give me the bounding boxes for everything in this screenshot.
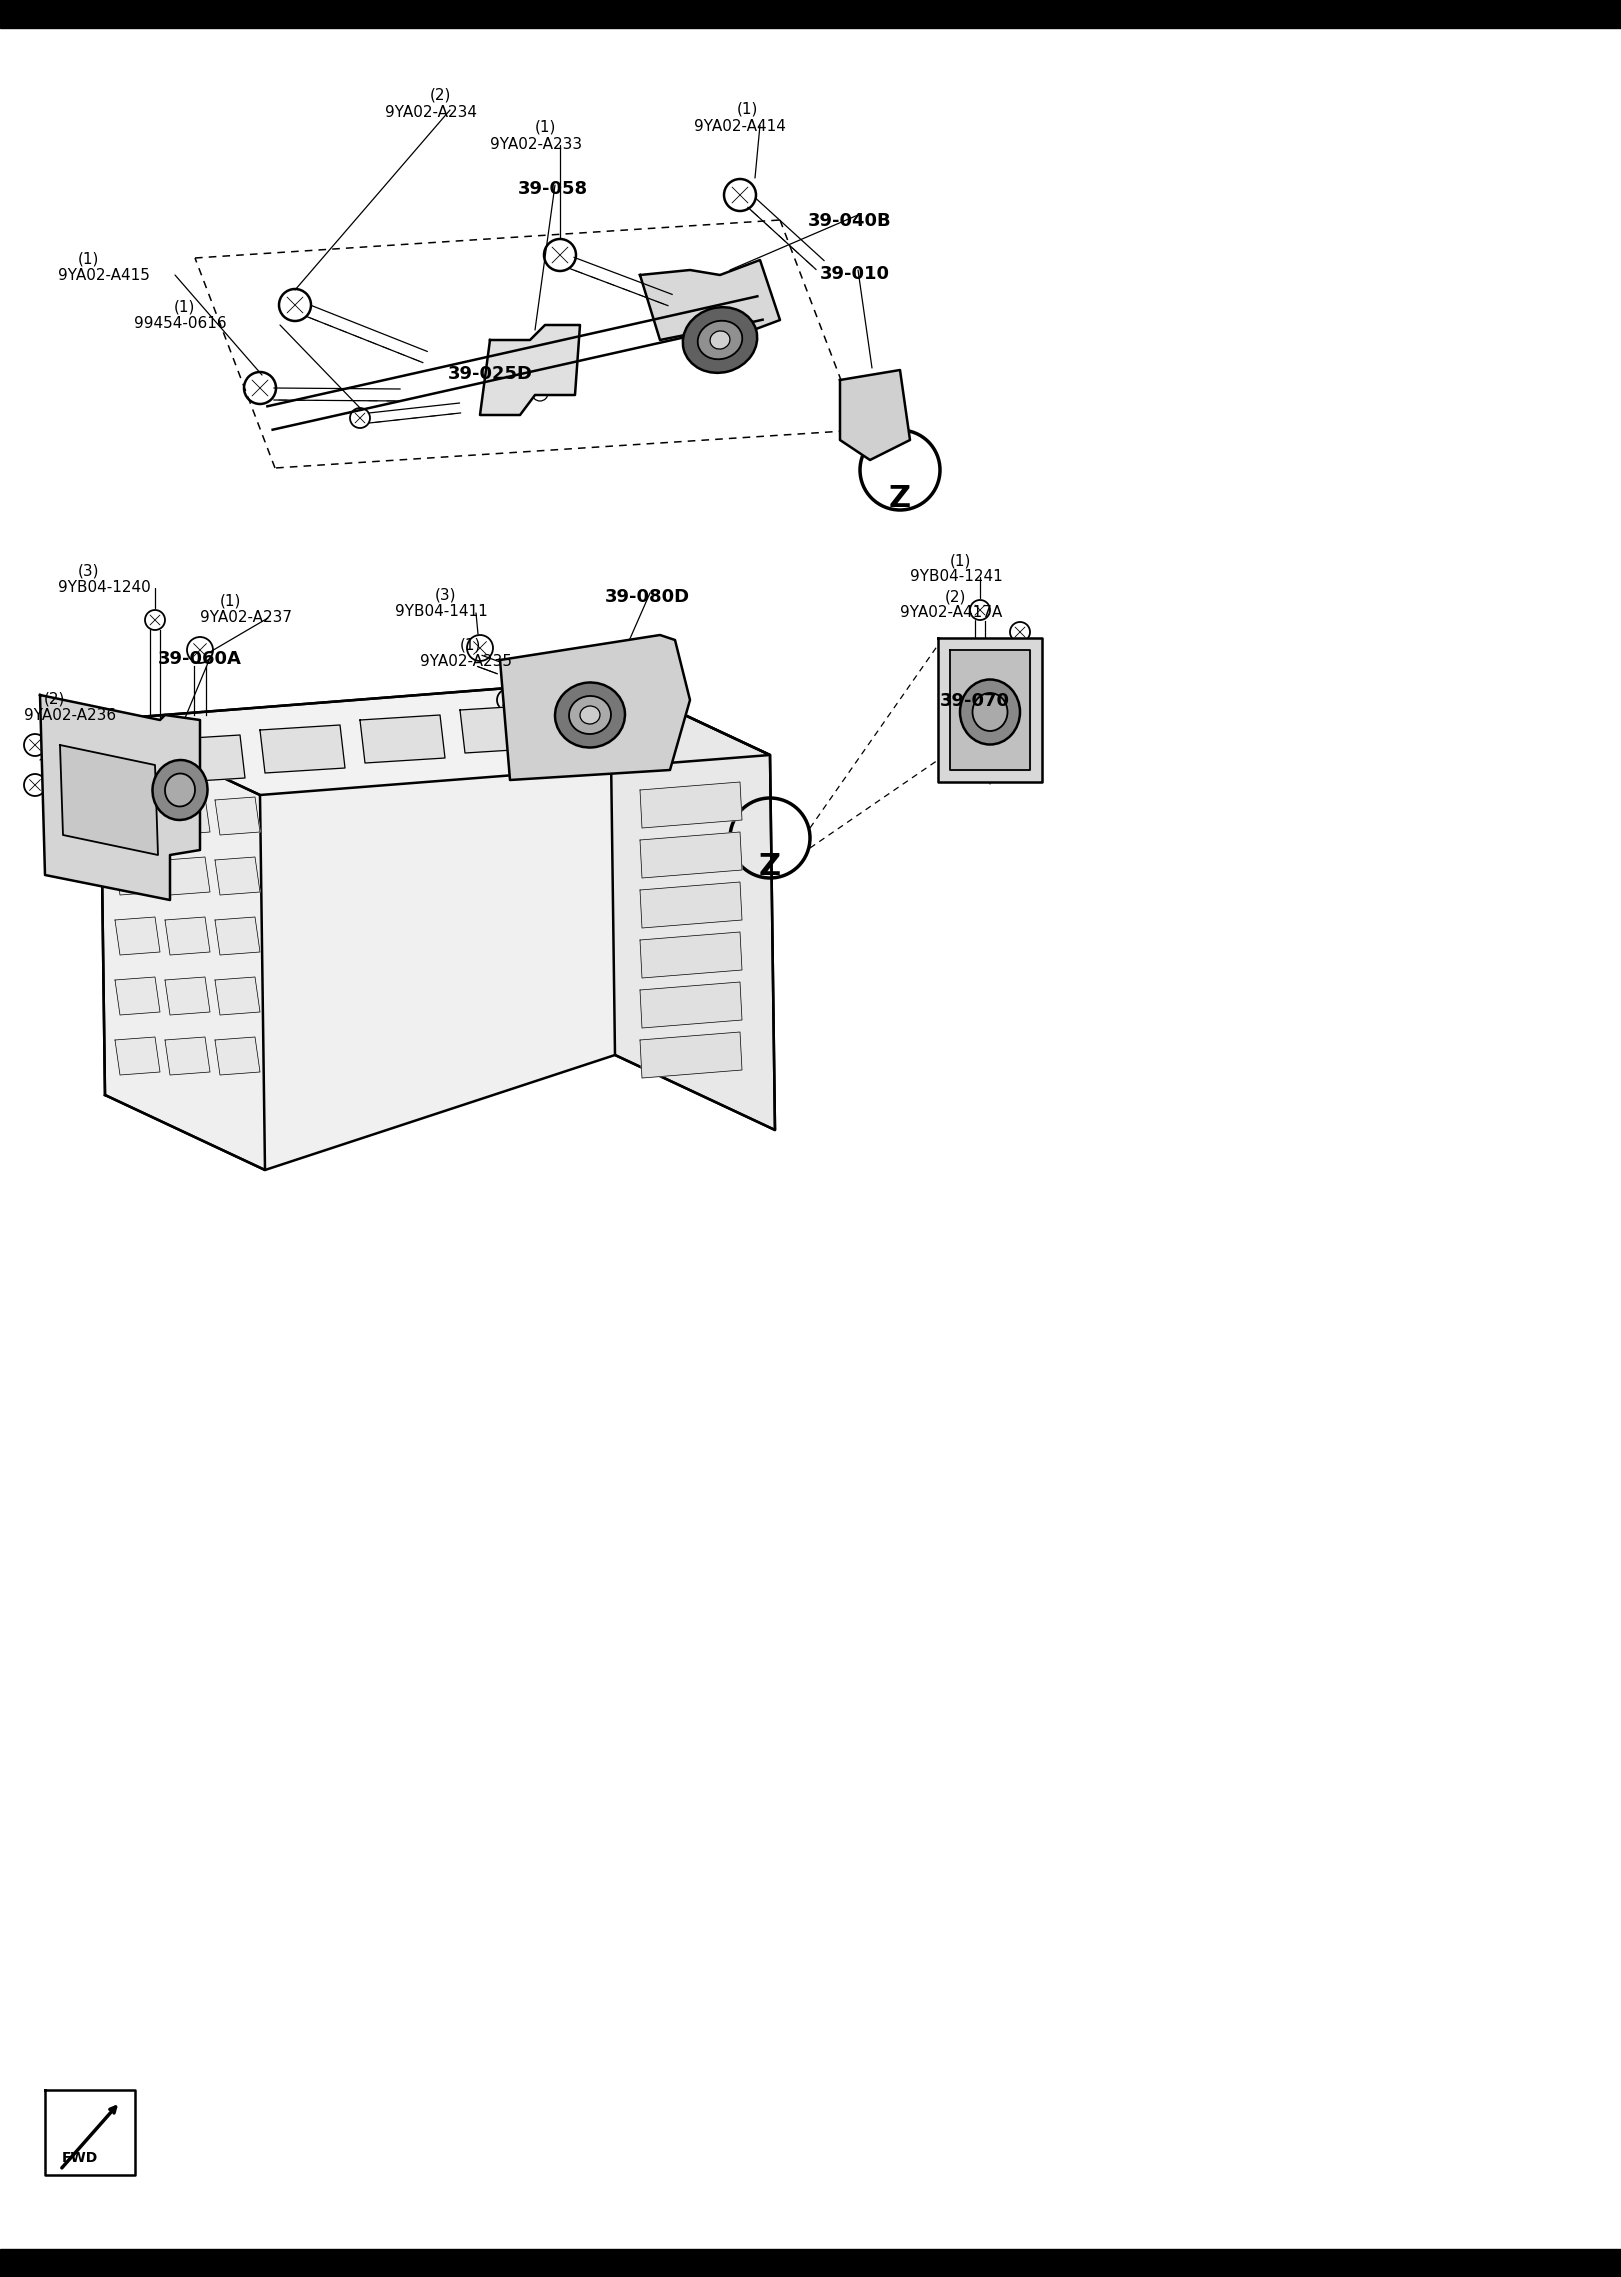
- Polygon shape: [115, 977, 160, 1016]
- Text: Z: Z: [888, 485, 911, 512]
- Polygon shape: [609, 681, 775, 1129]
- Text: (1): (1): [950, 553, 971, 567]
- Text: (2): (2): [44, 692, 65, 706]
- Polygon shape: [950, 649, 1029, 770]
- Text: 39-060A: 39-060A: [157, 649, 242, 667]
- Text: 9YA02-A415: 9YA02-A415: [58, 269, 149, 282]
- Text: FWD: FWD: [62, 2152, 99, 2165]
- Polygon shape: [840, 369, 909, 460]
- Text: 9YA02-A233: 9YA02-A233: [490, 137, 582, 153]
- Text: 9YB04-1240: 9YB04-1240: [58, 581, 151, 594]
- Polygon shape: [165, 918, 211, 954]
- Text: Z: Z: [759, 852, 781, 881]
- Text: 9YA02-A234: 9YA02-A234: [386, 105, 477, 121]
- Text: (1): (1): [535, 121, 556, 134]
- Polygon shape: [640, 881, 742, 929]
- Polygon shape: [216, 797, 259, 836]
- Text: 99454-0616: 99454-0616: [135, 317, 227, 330]
- Text: (3): (3): [78, 565, 99, 578]
- Polygon shape: [165, 797, 211, 836]
- Ellipse shape: [682, 307, 757, 373]
- Text: 39-010: 39-010: [820, 264, 890, 282]
- Polygon shape: [480, 326, 580, 414]
- Polygon shape: [216, 977, 259, 1016]
- Polygon shape: [165, 856, 211, 895]
- Polygon shape: [640, 781, 742, 829]
- Text: (1): (1): [173, 301, 196, 314]
- Polygon shape: [939, 638, 1042, 781]
- Ellipse shape: [697, 321, 742, 360]
- Text: (3): (3): [434, 587, 457, 603]
- Polygon shape: [640, 931, 742, 979]
- Ellipse shape: [580, 706, 600, 724]
- Polygon shape: [216, 1036, 259, 1075]
- Polygon shape: [216, 856, 259, 895]
- Ellipse shape: [554, 683, 626, 747]
- Polygon shape: [115, 797, 160, 836]
- Text: 39-040B: 39-040B: [807, 212, 892, 230]
- Polygon shape: [216, 918, 259, 954]
- Text: 9YB04-1241: 9YB04-1241: [909, 569, 1003, 583]
- Text: (1): (1): [738, 102, 759, 116]
- Polygon shape: [41, 694, 199, 899]
- Bar: [0, 2250, 1621, 2277]
- Text: 39-080D: 39-080D: [605, 587, 691, 606]
- Polygon shape: [115, 918, 160, 954]
- Ellipse shape: [165, 774, 195, 806]
- Bar: [0, 0, 1621, 27]
- Text: 9YA02-A237: 9YA02-A237: [199, 610, 292, 624]
- Polygon shape: [101, 681, 775, 1170]
- Text: (1): (1): [460, 638, 481, 653]
- Polygon shape: [160, 735, 245, 783]
- Ellipse shape: [152, 761, 207, 820]
- Text: 9YA02-A414: 9YA02-A414: [694, 118, 786, 134]
- Text: 9YA02-A236: 9YA02-A236: [24, 708, 117, 724]
- Text: 9YB04-1411: 9YB04-1411: [396, 603, 488, 619]
- Text: 9YA02-A417A: 9YA02-A417A: [900, 606, 1002, 619]
- Polygon shape: [60, 745, 157, 854]
- Polygon shape: [360, 715, 446, 763]
- Polygon shape: [115, 1036, 160, 1075]
- Polygon shape: [640, 260, 780, 339]
- Polygon shape: [165, 1036, 211, 1075]
- Ellipse shape: [973, 692, 1008, 731]
- Polygon shape: [499, 635, 691, 781]
- Text: 39-070: 39-070: [940, 692, 1010, 710]
- Polygon shape: [259, 724, 345, 772]
- Text: (2): (2): [430, 89, 451, 102]
- Text: 39-058: 39-058: [519, 180, 588, 198]
- Polygon shape: [165, 977, 211, 1016]
- Polygon shape: [460, 706, 545, 754]
- Ellipse shape: [960, 679, 1020, 745]
- Polygon shape: [640, 1031, 742, 1077]
- Text: 39-025D: 39-025D: [447, 364, 533, 383]
- Text: (1): (1): [78, 253, 99, 266]
- Polygon shape: [640, 831, 742, 879]
- Polygon shape: [640, 981, 742, 1027]
- Text: (2): (2): [945, 590, 966, 603]
- Ellipse shape: [710, 330, 729, 348]
- Text: (1): (1): [220, 594, 242, 608]
- Text: 9YA02-A235: 9YA02-A235: [420, 653, 512, 669]
- Polygon shape: [101, 720, 264, 1170]
- Polygon shape: [115, 856, 160, 895]
- Polygon shape: [101, 681, 770, 795]
- Ellipse shape: [569, 697, 611, 733]
